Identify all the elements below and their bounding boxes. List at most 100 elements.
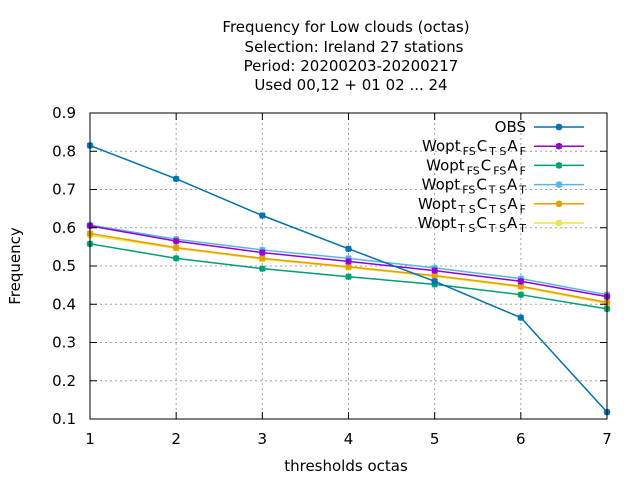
data-point-marker xyxy=(172,175,180,182)
data-point xyxy=(431,267,438,274)
axis-ticks: 1 2 3 4 5 6 7 0.1 0.2 0.3 0.4 0.5 0.6 0.7 0.8 0.9 xyxy=(52,104,612,448)
data-point xyxy=(259,249,266,256)
legend-text: OBS xyxy=(495,118,526,136)
legend-subscript: T S xyxy=(458,203,476,216)
x-tick-label: 4 xyxy=(344,430,354,448)
legend-label: Wopt FSC FSA F xyxy=(426,156,526,177)
data-point-marker xyxy=(345,263,352,270)
data-point-marker xyxy=(172,237,180,245)
legend-subscript: T S xyxy=(488,145,506,158)
data-point xyxy=(517,314,525,321)
legend-text: A xyxy=(507,195,518,213)
x-tick-label: 5 xyxy=(430,430,440,448)
data-point-marker xyxy=(517,314,525,321)
legend-subscript: T S xyxy=(457,222,475,235)
legend-text: A xyxy=(507,176,518,194)
legend-text: C xyxy=(476,176,486,194)
title-line-3: Period: 20200203-20200217 xyxy=(244,57,459,75)
legend-text: Wopt xyxy=(422,176,461,194)
data-point-marker xyxy=(172,244,180,251)
y-tick-label: 0.8 xyxy=(52,142,76,160)
legend-subscript: T S xyxy=(488,184,506,197)
legend-label: Wopt FSC T SA T xyxy=(422,176,527,197)
legend-label: OBS xyxy=(495,118,526,136)
legend-text: Wopt xyxy=(422,137,461,155)
data-point-marker xyxy=(259,255,266,262)
legend-entry-1: Wopt FSC T SA F xyxy=(422,137,584,158)
legend-text: C xyxy=(477,195,487,213)
data-point xyxy=(172,244,180,251)
y-tick-label: 0.2 xyxy=(52,372,76,390)
y-tick-label: 0.1 xyxy=(52,410,76,428)
data-point-marker xyxy=(172,255,180,262)
legend-subscript: T xyxy=(518,184,526,197)
legend-label: Wopt T SC T SA T xyxy=(418,214,527,235)
legend-subscript: FS xyxy=(463,145,476,158)
chart-title: Frequency for Low clouds (octas) Selecti… xyxy=(222,18,469,94)
data-point-marker xyxy=(431,272,438,279)
data-point xyxy=(259,265,266,272)
legend-entry-2: Wopt FSC FSA F xyxy=(426,156,584,177)
data-point-marker xyxy=(517,291,525,298)
y-tick-label: 0.4 xyxy=(52,295,76,313)
y-axis-label: Frequency xyxy=(6,227,24,305)
legend-text: C xyxy=(476,214,486,232)
legend-sample-marker xyxy=(555,219,563,227)
x-tick-label: 2 xyxy=(171,430,181,448)
legend-label: Wopt T SC T SA F xyxy=(418,195,526,216)
data-point-marker xyxy=(259,212,266,219)
legend-label: Wopt FSC T SA F xyxy=(422,137,526,158)
legend-text: A xyxy=(507,156,518,174)
data-point-marker xyxy=(345,273,352,280)
legend-text: C xyxy=(481,156,491,174)
legend-entry-0: OBS xyxy=(495,118,584,136)
y-tick-label: 0.3 xyxy=(52,334,76,352)
legend-subscript: T S xyxy=(488,203,506,216)
grid xyxy=(90,113,607,419)
legend-sample-marker xyxy=(555,181,563,188)
series-4 xyxy=(86,230,611,306)
legend-subscript: T S xyxy=(488,222,506,235)
legend-subscript: F xyxy=(520,203,526,216)
data-point-marker xyxy=(259,265,266,272)
legend-subscript: FS xyxy=(462,184,475,197)
data-point xyxy=(172,255,180,262)
legend-subscript: FS xyxy=(467,164,480,177)
data-point xyxy=(259,255,266,262)
legend-subscript: T xyxy=(518,222,526,235)
legend-text: Wopt xyxy=(426,156,465,174)
legend-entry-3: Wopt FSC T SA T xyxy=(422,176,584,197)
data-point-marker xyxy=(517,283,525,290)
data-point-marker xyxy=(517,278,525,285)
legend-text: Wopt xyxy=(418,214,457,232)
data-point-marker xyxy=(345,258,352,265)
y-tick-label: 0.6 xyxy=(52,219,76,237)
legend-text: A xyxy=(507,214,518,232)
legend-entry-5: Wopt T SC T SA T xyxy=(418,214,584,235)
x-tick-label: 6 xyxy=(516,430,526,448)
legend-text: A xyxy=(507,137,518,155)
series-layer xyxy=(86,142,611,416)
y-tick-label: 0.7 xyxy=(52,181,76,199)
data-point xyxy=(345,245,352,252)
y-tick-label: 0.5 xyxy=(52,257,76,275)
legend-sample-marker xyxy=(555,200,563,208)
legend-subscript: F xyxy=(520,145,526,158)
data-point xyxy=(172,175,180,182)
legend-text: C xyxy=(477,137,487,155)
legend-text: Wopt xyxy=(418,195,457,213)
data-point-marker xyxy=(431,278,438,285)
data-point xyxy=(517,278,525,285)
data-point-marker xyxy=(345,245,352,252)
legend-sample-marker xyxy=(555,123,563,131)
data-point xyxy=(172,237,180,245)
data-point xyxy=(345,258,352,265)
data-point xyxy=(431,278,438,285)
legend-subscript: F xyxy=(520,164,526,177)
x-tick-label: 1 xyxy=(85,430,95,448)
data-point xyxy=(517,291,525,298)
x-tick-label: 7 xyxy=(602,430,612,448)
series-1 xyxy=(86,222,611,300)
